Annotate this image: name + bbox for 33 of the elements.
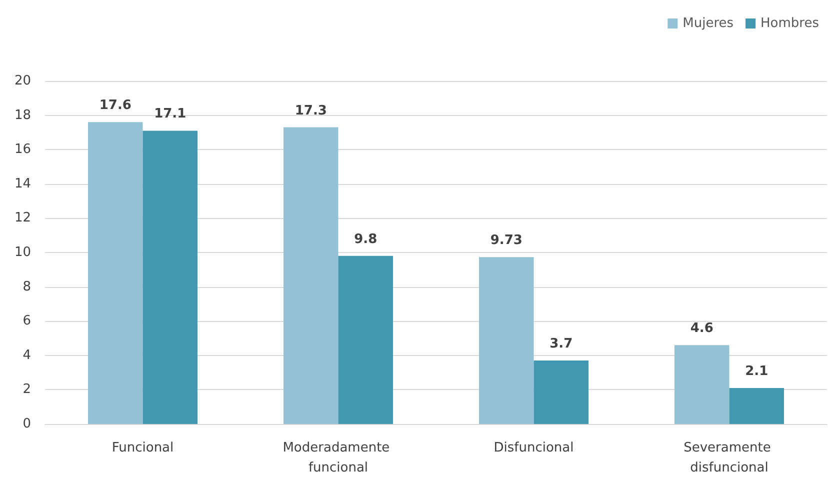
y-tick-label: 12 xyxy=(14,210,31,226)
y-tick-label: 2 xyxy=(22,382,31,398)
bar xyxy=(674,345,730,424)
y-tick-label: 4 xyxy=(22,348,31,363)
data-label: 9.73 xyxy=(490,233,522,248)
bar xyxy=(142,130,198,424)
data-label: 3.7 xyxy=(550,336,573,352)
bar xyxy=(88,122,143,424)
y-tick-label: 10 xyxy=(14,245,31,260)
y-tick-label: 16 xyxy=(14,142,31,158)
data-label: 17.3 xyxy=(294,103,327,118)
legend-label: Hombres xyxy=(760,16,820,31)
x-tick-label: Disfuncional xyxy=(494,440,574,456)
x-tick-label: Severamente disfuncional xyxy=(684,440,775,476)
data-label: 4.6 xyxy=(690,321,714,336)
data-label: 17.6 xyxy=(99,98,132,114)
data-label: 9.8 xyxy=(354,232,378,247)
y-tick-label: 20 xyxy=(14,74,31,88)
y-tick-label: 8 xyxy=(22,279,31,294)
x-tick-label: Moderadamente funcional xyxy=(282,440,394,476)
bar xyxy=(534,360,588,424)
y-tick-label: 18 xyxy=(14,108,31,123)
data-label: 2.1 xyxy=(745,364,768,379)
y-tick-label: 0 xyxy=(22,416,31,432)
y-tick-label: 14 xyxy=(14,176,31,192)
x-tick-label: Funcional xyxy=(112,440,174,456)
data-label: 17.1 xyxy=(154,106,186,122)
bar xyxy=(284,127,338,424)
legend-label: Mujeres xyxy=(682,16,734,31)
bar xyxy=(479,257,534,424)
bar xyxy=(729,388,784,424)
y-tick-label: 6 xyxy=(22,314,31,329)
bar xyxy=(338,256,393,424)
